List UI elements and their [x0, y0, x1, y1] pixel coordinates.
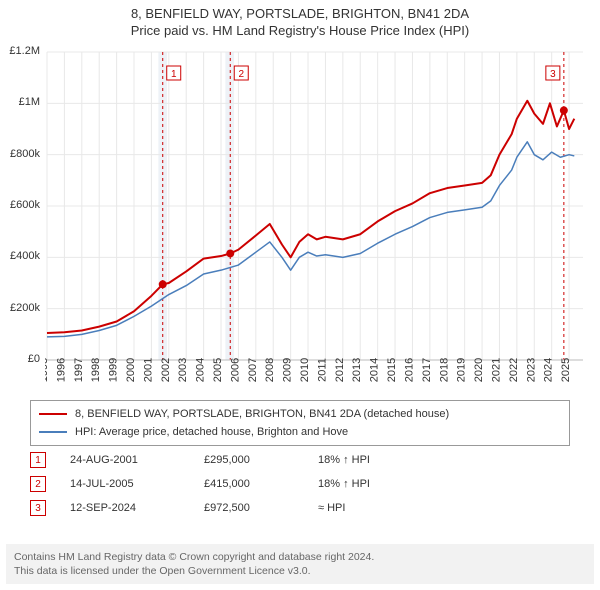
y-tick-label: £600k: [0, 199, 40, 211]
event-row-1: 1 24-AUG-2001 £295,000 18% ↑ HPI: [30, 448, 570, 472]
svg-text:2015: 2015: [386, 358, 398, 382]
svg-text:2016: 2016: [403, 358, 415, 382]
event-date-3: 12-SEP-2024: [70, 502, 180, 514]
svg-text:1997: 1997: [73, 358, 85, 382]
title-line-1: 8, BENFIELD WAY, PORTSLADE, BRIGHTON, BN…: [0, 6, 600, 21]
event-marker-1: 1: [30, 452, 46, 468]
legend-swatch-hpi: [39, 431, 67, 433]
svg-text:1996: 1996: [55, 358, 67, 382]
svg-text:1999: 1999: [108, 358, 120, 382]
y-tick-label: £800k: [0, 148, 40, 160]
event-delta-3: ≈ HPI: [318, 502, 438, 514]
svg-text:2017: 2017: [421, 358, 433, 382]
y-tick-label: £400k: [0, 250, 40, 262]
event-price-1: £295,000: [204, 454, 294, 466]
events-table: 1 24-AUG-2001 £295,000 18% ↑ HPI 2 14-JU…: [30, 448, 570, 520]
event-date-1: 24-AUG-2001: [70, 454, 180, 466]
svg-text:2000: 2000: [125, 358, 137, 382]
footer-line-2: This data is licensed under the Open Gov…: [14, 564, 586, 578]
chart-title: 8, BENFIELD WAY, PORTSLADE, BRIGHTON, BN…: [0, 0, 600, 38]
event-date-2: 14-JUL-2005: [70, 478, 180, 490]
svg-text:2020: 2020: [473, 358, 485, 382]
chart-svg: 1 2 3 1995 1996 1997 1998 1999 2000 2001 2002 2003 2…: [45, 48, 585, 388]
chart-plot-area: 1 2 3 1995 1996 1997 1998 1999 2000 2001 2002 2003 2…: [45, 48, 585, 388]
legend-swatch-price-paid: [39, 413, 67, 415]
legend-item-hpi: HPI: Average price, detached house, Brig…: [39, 423, 561, 441]
event-price-2: £415,000: [204, 478, 294, 490]
svg-text:1995: 1995: [45, 358, 50, 382]
legend-item-price-paid: 8, BENFIELD WAY, PORTSLADE, BRIGHTON, BN…: [39, 405, 561, 423]
event-delta-1: 18% ↑ HPI: [318, 454, 438, 466]
svg-text:2014: 2014: [369, 358, 381, 382]
svg-text:3: 3: [550, 69, 556, 80]
svg-text:1998: 1998: [90, 358, 102, 382]
title-line-2: Price paid vs. HM Land Registry's House …: [0, 23, 600, 38]
y-tick-label: £1M: [0, 96, 40, 108]
event-marker-3: 3: [30, 500, 46, 516]
legend: 8, BENFIELD WAY, PORTSLADE, BRIGHTON, BN…: [30, 400, 570, 446]
svg-text:2002: 2002: [160, 358, 172, 382]
event-row-3: 3 12-SEP-2024 £972,500 ≈ HPI: [30, 496, 570, 520]
event-delta-2: 18% ↑ HPI: [318, 478, 438, 490]
svg-text:2013: 2013: [351, 358, 363, 382]
y-tick-label: £1.2M: [0, 45, 40, 57]
svg-text:2007: 2007: [247, 358, 259, 382]
svg-text:2025: 2025: [560, 358, 572, 382]
y-tick-label: £200k: [0, 302, 40, 314]
footer-attribution: Contains HM Land Registry data © Crown c…: [6, 544, 594, 584]
svg-text:2003: 2003: [177, 358, 189, 382]
svg-text:2006: 2006: [229, 358, 241, 382]
event-row-2: 2 14-JUL-2005 £415,000 18% ↑ HPI: [30, 472, 570, 496]
svg-text:2: 2: [238, 69, 244, 80]
svg-text:2004: 2004: [195, 358, 207, 382]
svg-text:2012: 2012: [334, 358, 346, 382]
svg-text:2005: 2005: [212, 358, 224, 382]
event-price-3: £972,500: [204, 502, 294, 514]
event-marker-2: 2: [30, 476, 46, 492]
svg-text:2022: 2022: [508, 358, 520, 382]
y-tick-label: £0: [0, 353, 40, 365]
svg-text:2023: 2023: [525, 358, 537, 382]
svg-text:2021: 2021: [490, 358, 502, 382]
svg-text:2019: 2019: [456, 358, 468, 382]
svg-text:2011: 2011: [316, 358, 328, 382]
legend-label-price-paid: 8, BENFIELD WAY, PORTSLADE, BRIGHTON, BN…: [75, 408, 449, 420]
svg-text:2010: 2010: [299, 358, 311, 382]
svg-text:2009: 2009: [282, 358, 294, 382]
svg-text:1: 1: [171, 69, 177, 80]
svg-text:2001: 2001: [142, 358, 154, 382]
svg-text:2018: 2018: [438, 358, 450, 382]
legend-label-hpi: HPI: Average price, detached house, Brig…: [75, 426, 348, 438]
footer-line-1: Contains HM Land Registry data © Crown c…: [14, 550, 586, 564]
svg-text:2024: 2024: [543, 358, 555, 382]
svg-text:2008: 2008: [264, 358, 276, 382]
